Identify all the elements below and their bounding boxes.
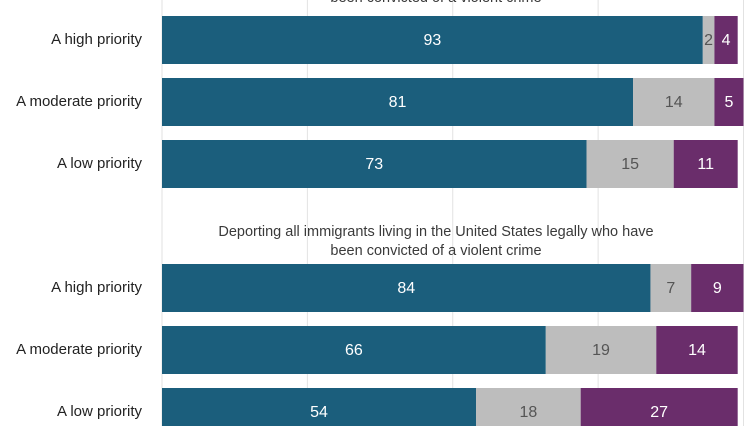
row-label: A low priority	[57, 403, 143, 420]
row-label: A moderate priority	[16, 341, 142, 358]
bar-segment	[656, 326, 738, 374]
row-labels: A high priority A moderate priority A low …	[16, 31, 142, 420]
data-label: 2	[704, 32, 713, 49]
bar-segment	[162, 16, 703, 64]
data-label: 7	[666, 280, 675, 297]
bar-segment	[633, 78, 715, 126]
row-label: A high priority	[51, 31, 142, 48]
bar-segment	[702, 16, 715, 64]
data-label: 9	[713, 280, 722, 297]
bar-segment	[476, 388, 581, 426]
row-label: A high priority	[51, 279, 142, 296]
data-label: 84	[397, 280, 415, 297]
panel-title: been convicted of a violent crime	[330, 243, 541, 259]
data-label: 27	[650, 404, 668, 421]
bar-segment	[580, 388, 738, 426]
bar-segment	[673, 140, 738, 188]
bar-segment	[691, 264, 744, 312]
data-label: 15	[621, 156, 639, 173]
data-label: 73	[365, 156, 383, 173]
value-labels: 93 2 4 81 14 5 73 15 11 84 7 9 66 19 14 54 18 27	[310, 32, 733, 421]
data-label: 66	[345, 342, 363, 359]
data-label: 14	[665, 94, 683, 111]
data-label: 11	[697, 156, 714, 173]
panel-titles: been convicted of a violent crime Deporti…	[218, 0, 653, 259]
panel-title: been convicted of a violent crime	[330, 0, 541, 6]
data-label: 54	[310, 404, 328, 421]
data-label: 5	[725, 94, 734, 111]
bar-segment	[162, 388, 477, 426]
bar-segment	[586, 140, 674, 188]
bar-segment	[162, 264, 651, 312]
bars	[162, 16, 744, 426]
panel-title: Deporting all immigrants living in the U…	[218, 224, 653, 240]
data-label: 19	[592, 342, 610, 359]
data-label: 4	[722, 32, 731, 49]
bar-segment	[545, 326, 657, 374]
bar-segment	[714, 16, 738, 64]
data-label: 81	[389, 94, 407, 111]
data-label: 14	[688, 342, 706, 359]
row-label: A moderate priority	[16, 93, 142, 110]
data-label: 93	[423, 32, 441, 49]
bar-segment	[162, 78, 634, 126]
bar-segment	[650, 264, 692, 312]
row-label: A low priority	[57, 155, 143, 172]
bar-segment	[162, 326, 546, 374]
bar-segment	[162, 140, 587, 188]
bar-segment	[714, 78, 744, 126]
data-label: 18	[519, 404, 537, 421]
